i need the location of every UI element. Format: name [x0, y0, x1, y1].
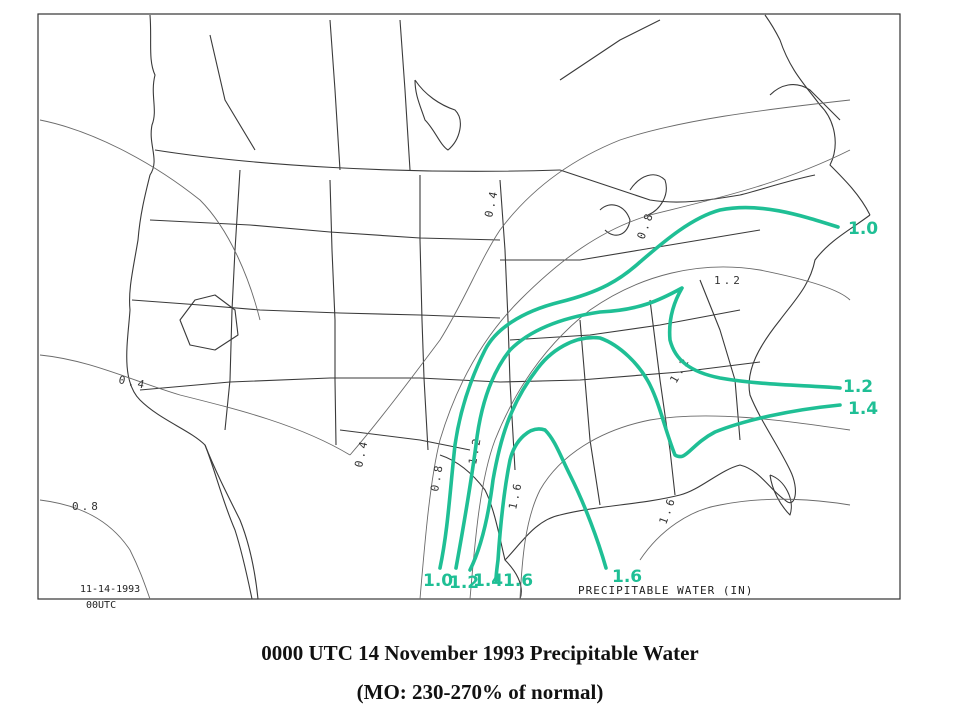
isoline-labels: 0.4 0.8 1.2 0.4 0.4 0.8 0.8 1.2 1.6 1.6 … — [72, 188, 743, 526]
great-basin-contour — [179, 294, 239, 351]
handdrawn-label: 1.4 — [473, 571, 503, 591]
printed-isolines — [39, 99, 851, 600]
date-stamp: 11-14-1993 — [80, 584, 140, 595]
state-col-1 — [224, 169, 241, 431]
handdrawn-label: 1.2 — [449, 573, 479, 593]
isoline-label: 0.8 — [635, 209, 657, 241]
ohio-valley-row — [509, 309, 741, 341]
state-col-3 — [419, 175, 429, 451]
mexico-gulf-west — [258, 454, 522, 600]
florida-lake — [769, 474, 792, 516]
quebec-line — [559, 19, 661, 81]
northeast-coast — [764, 14, 871, 216]
political-borders — [131, 19, 816, 516]
handdrawn-contours — [438, 205, 842, 582]
isoline-label: 0.8 — [72, 500, 101, 513]
us-canada-border — [154, 149, 561, 172]
midwest-row — [500, 229, 761, 261]
state-col-6 — [649, 299, 676, 496]
canada-prov-3 — [399, 19, 411, 171]
state-col-2 — [329, 179, 337, 446]
handdrawn-labels: 1.0 1.2 1.4 1.0 1.2 1.4 1.6 1.6 — [423, 219, 878, 593]
gulf-atlantic-coast — [504, 214, 871, 561]
state-row-3 — [139, 361, 761, 391]
coastlines — [126, 14, 871, 600]
handdrawn-label: 1.0 — [848, 219, 878, 239]
isoline-label: 1.6 — [506, 480, 525, 511]
handdrawn-label: 1.0 — [423, 571, 453, 591]
isoline-1.2-main — [469, 266, 851, 600]
contour-1.2 — [454, 286, 842, 570]
state-row-1 — [149, 219, 501, 241]
nova-scotia — [769, 84, 841, 121]
isoline-nw — [39, 119, 261, 321]
hudson-bay-south — [414, 79, 461, 151]
state-row-2 — [131, 299, 501, 319]
contour-1.4 — [468, 335, 842, 572]
isoline-0.4-west — [39, 354, 351, 456]
map-frame — [37, 13, 901, 600]
canada-prov-1 — [209, 34, 256, 151]
caption-subtitle: (MO: 230-270% of normal) — [356, 680, 604, 704]
great-lakes-border — [559, 169, 816, 203]
baja-outline — [204, 444, 253, 600]
isoline-0.8-sw — [39, 499, 151, 600]
state-col-5 — [579, 319, 601, 506]
isoline-1.6-main — [519, 415, 851, 600]
isoline-label: 1.2 — [714, 274, 743, 287]
isoline-0.4-main — [349, 99, 851, 456]
legend-title: PRECIPITABLE WATER (IN) — [578, 584, 753, 597]
canada-prov-2 — [329, 19, 341, 171]
time-stamp: 00UTC — [86, 600, 116, 611]
lake-outline-2 — [599, 204, 631, 236]
handdrawn-label: 1.4 — [848, 399, 878, 419]
isoline-label: 0.4 — [352, 438, 371, 469]
isoline-1.6-gulf — [639, 498, 851, 561]
isoline-label: 0.4 — [117, 373, 148, 392]
contour-1.6 — [494, 427, 608, 582]
isoline-label: 0.8 — [428, 462, 446, 493]
state-col-7 — [699, 279, 741, 441]
caption-title: 0000 UTC 14 November 1993 Precipitable W… — [261, 641, 699, 665]
handdrawn-label: 1.6 — [503, 571, 533, 591]
handdrawn-label: 1.2 — [843, 377, 873, 397]
contour-1.0 — [438, 205, 840, 570]
isoline-0.8-main — [419, 149, 851, 600]
isoline-label: 0.4 — [482, 188, 501, 219]
handdrawn-label: 1.6 — [612, 567, 642, 587]
west-coast — [126, 14, 259, 600]
lake-outline — [629, 174, 667, 216]
